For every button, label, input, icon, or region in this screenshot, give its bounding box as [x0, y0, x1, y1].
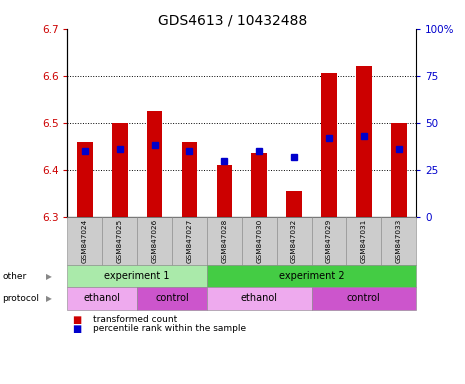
Text: other: other [2, 271, 27, 281]
Text: control: control [347, 293, 381, 303]
Bar [252, 154, 267, 217]
Text: GSM847031: GSM847031 [361, 219, 367, 263]
Text: ▶: ▶ [46, 294, 52, 303]
Text: GDS4613 / 10432488: GDS4613 / 10432488 [158, 13, 307, 27]
Text: protocol: protocol [2, 294, 40, 303]
Bar [321, 73, 337, 217]
Text: GSM847028: GSM847028 [221, 219, 227, 263]
Bar [147, 111, 162, 217]
Bar [286, 191, 302, 217]
Bar [356, 66, 372, 217]
Bar [391, 123, 406, 217]
Bar [77, 142, 93, 217]
Text: control: control [155, 293, 189, 303]
Bar [182, 142, 197, 217]
Text: experiment 2: experiment 2 [279, 271, 345, 281]
Text: GSM847025: GSM847025 [117, 219, 123, 263]
Text: ethanol: ethanol [84, 293, 121, 303]
Text: GSM847033: GSM847033 [396, 219, 402, 263]
Text: GSM847030: GSM847030 [256, 219, 262, 263]
Text: GSM847032: GSM847032 [291, 219, 297, 263]
Text: transformed count: transformed count [93, 315, 177, 324]
Bar [112, 123, 127, 217]
Text: GSM847027: GSM847027 [186, 219, 193, 263]
Text: GSM847029: GSM847029 [326, 219, 332, 263]
Bar [217, 165, 232, 217]
Text: experiment 1: experiment 1 [105, 271, 170, 281]
Text: GSM847026: GSM847026 [152, 219, 158, 263]
Text: ■: ■ [72, 324, 81, 334]
Text: percentile rank within the sample: percentile rank within the sample [93, 324, 246, 333]
Text: ■: ■ [72, 315, 81, 325]
Text: ▶: ▶ [46, 271, 52, 281]
Text: ethanol: ethanol [241, 293, 278, 303]
Text: GSM847024: GSM847024 [82, 219, 88, 263]
